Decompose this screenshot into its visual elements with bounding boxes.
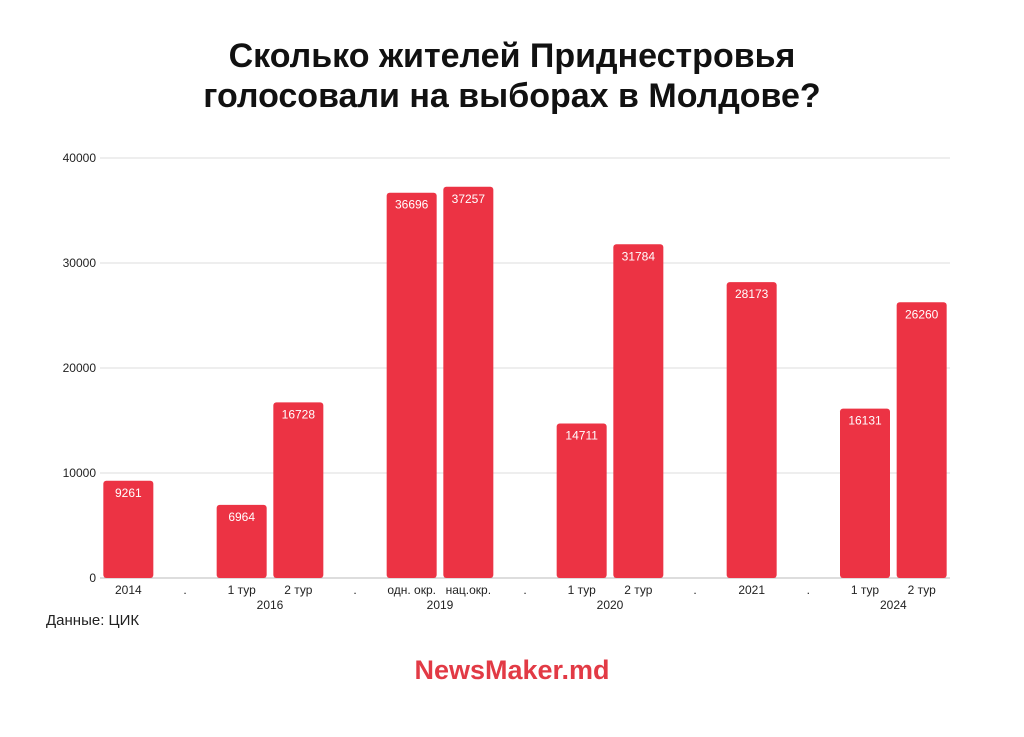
data-label: 16728 bbox=[282, 407, 316, 421]
data-label: 31784 bbox=[622, 249, 656, 263]
data-label: 9261 bbox=[115, 486, 142, 500]
bar bbox=[726, 282, 777, 578]
bar bbox=[103, 480, 154, 578]
x-tick-label: 2021 bbox=[738, 583, 765, 597]
x-tick-label: . bbox=[523, 583, 526, 597]
bar bbox=[613, 244, 664, 578]
chart-title-line-2: голосовали на выборах в Молдове? bbox=[203, 77, 821, 115]
x-group-label: 2020 bbox=[597, 598, 624, 612]
y-tick-label: 40000 bbox=[63, 151, 97, 165]
bar bbox=[556, 423, 607, 578]
y-tick-label: 0 bbox=[89, 571, 96, 585]
x-group-label: 2024 bbox=[880, 598, 907, 612]
y-tick-label: 20000 bbox=[63, 361, 97, 375]
x-tick-label: 1 тур bbox=[568, 583, 597, 597]
x-tick-label: 2014 bbox=[115, 583, 142, 597]
x-tick-label: одн. окр. bbox=[387, 583, 436, 597]
data-label: 14711 bbox=[565, 429, 598, 443]
chart-title-line-1: Сколько жителей Приднестровья bbox=[228, 37, 796, 75]
data-label: 16131 bbox=[848, 414, 882, 428]
bar bbox=[273, 402, 324, 578]
data-label: 6964 bbox=[228, 510, 255, 524]
x-tick-label: . bbox=[353, 583, 356, 597]
bar bbox=[443, 186, 494, 578]
x-tick-label: . bbox=[693, 583, 696, 597]
x-group-label: 2016 bbox=[257, 598, 284, 612]
x-tick-label: . bbox=[807, 583, 810, 597]
data-label: 36696 bbox=[395, 198, 429, 212]
y-tick-label: 30000 bbox=[63, 256, 97, 270]
x-tick-label: 1 тур bbox=[851, 583, 880, 597]
bar bbox=[386, 192, 437, 578]
y-tick-label: 10000 bbox=[63, 466, 97, 480]
x-tick-label: 2 тур bbox=[284, 583, 313, 597]
x-tick-label: 2 тур bbox=[908, 583, 937, 597]
x-tick-label: нац.окр. bbox=[446, 583, 491, 597]
x-tick-label: 2 тур bbox=[624, 583, 653, 597]
chart-title: Сколько жителей Приднестровья голосовали… bbox=[0, 36, 1024, 116]
bar bbox=[896, 302, 947, 578]
bar bbox=[840, 408, 890, 578]
brand-logo: NewsMaker.md bbox=[414, 655, 610, 685]
data-label: 26260 bbox=[905, 307, 939, 321]
x-tick-label: . bbox=[183, 583, 186, 597]
x-tick-label: 1 тур bbox=[228, 583, 257, 597]
x-group-label: 2019 bbox=[427, 598, 454, 612]
bar bbox=[216, 504, 267, 578]
data-label: 37257 bbox=[452, 192, 486, 206]
data-source: Данные: ЦИК bbox=[46, 612, 140, 629]
data-label: 28173 bbox=[735, 287, 769, 301]
